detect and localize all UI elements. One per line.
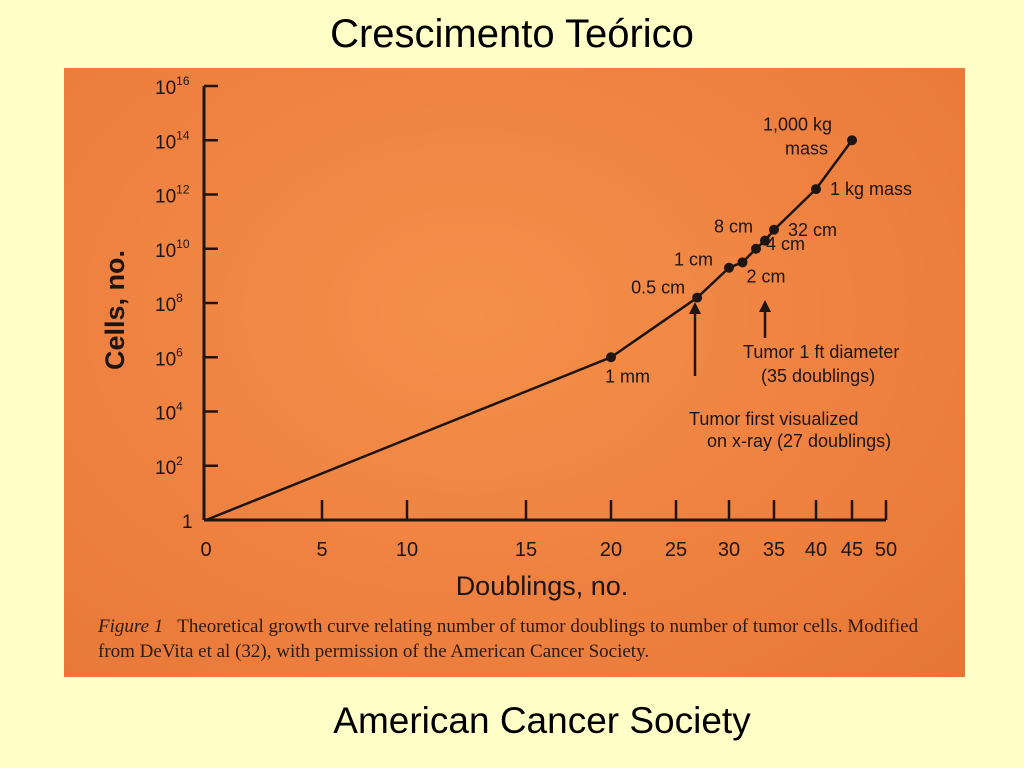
slide-title: Crescimento Teórico — [330, 12, 694, 56]
data-point-label: 1 cm — [674, 250, 713, 270]
one-foot-arrowhead — [759, 300, 771, 312]
x-tick-label: 20 — [600, 539, 622, 561]
chart-photo: 1 102 104 106 108 1010 1012 1014 1016 0 5 10 15 20 25… — [64, 68, 965, 677]
figure-caption: Figure 1 Theoretical growth curve relatin… — [98, 614, 948, 664]
y-tick-label: 104 — [155, 400, 183, 425]
data-point-label: 1,000 kg — [763, 114, 832, 134]
data-point — [751, 243, 761, 254]
x-axis-label: Doublings, no. — [456, 571, 629, 601]
data-point — [692, 292, 703, 303]
x-tick-label: 10 — [396, 539, 418, 561]
chart-annotations: Tumor first visualized on x-ray (27 doub… — [689, 300, 899, 451]
x-tick-label: 0 — [200, 539, 211, 561]
x-axis-ticks: 0 5 10 15 20 25 30 35 40 45 50 — [200, 500, 897, 561]
x-tick-label: 45 — [841, 539, 863, 561]
data-point — [769, 224, 779, 235]
x-tick-label: 35 — [763, 539, 785, 561]
data-point — [847, 135, 857, 146]
chart-axes — [202, 86, 886, 522]
one-foot-annotation-line2: (35 doublings) — [761, 366, 875, 386]
y-tick-label: 1014 — [155, 128, 190, 153]
y-tick-label: 102 — [155, 454, 183, 479]
data-point — [760, 235, 770, 246]
xray-annotation-line2: on x-ray (27 doublings) — [707, 431, 891, 451]
x-tick-label: 40 — [805, 539, 827, 561]
data-point-label: 1 mm — [605, 366, 650, 386]
data-point — [724, 262, 734, 273]
data-point-label: 4 cm — [766, 234, 805, 254]
data-point-label: 8 cm — [714, 217, 753, 237]
y-tick-label: 1 — [182, 512, 193, 533]
data-point — [737, 257, 748, 268]
data-points — [606, 135, 857, 363]
growth-curve-line — [205, 139, 854, 522]
data-point-label: 0.5 cm — [631, 278, 685, 298]
y-tick-label: 1012 — [155, 183, 190, 208]
data-point-label: 32 cm — [788, 220, 837, 240]
xray-arrowhead — [689, 302, 701, 314]
one-foot-annotation-line1: Tumor 1 ft diameter — [743, 342, 899, 362]
x-tick-label: 15 — [515, 539, 537, 561]
growth-series — [205, 139, 854, 522]
xray-annotation-line1: Tumor first visualized — [689, 409, 858, 429]
figure-caption-label: Figure 1 — [98, 616, 164, 637]
x-tick-label: 30 — [718, 539, 740, 561]
data-point-labels: 1 mm 0.5 cm 1 cm 2 cm 4 cm 8 cm 32 cm 1 kg mass… — [605, 114, 912, 386]
growth-curve-chart: 1 102 104 106 108 1010 1012 1014 1016 0 5 10 15 20 25… — [100, 74, 912, 601]
y-axis-ticks: 1 102 104 106 108 1010 1012 1014 1016 — [155, 74, 218, 533]
data-point-label: 1 kg mass — [830, 179, 912, 199]
y-axis-label: Cells, no. — [100, 250, 130, 370]
x-tick-label: 25 — [665, 539, 687, 561]
x-tick-label: 50 — [875, 539, 897, 561]
x-tick-label: 5 — [316, 539, 327, 561]
data-point — [606, 352, 616, 363]
data-point-label: 2 cm — [747, 266, 786, 286]
slide-footer: American Cancer Society — [333, 700, 751, 741]
y-tick-label: 1016 — [155, 74, 190, 99]
data-point — [811, 184, 821, 195]
y-tick-label: 106 — [155, 345, 183, 370]
figure-caption-text: Theoretical growth curve relating number… — [98, 616, 919, 662]
y-tick-label: 108 — [155, 291, 183, 316]
data-point-label: mass — [785, 138, 828, 158]
y-tick-label: 1010 — [155, 237, 190, 262]
